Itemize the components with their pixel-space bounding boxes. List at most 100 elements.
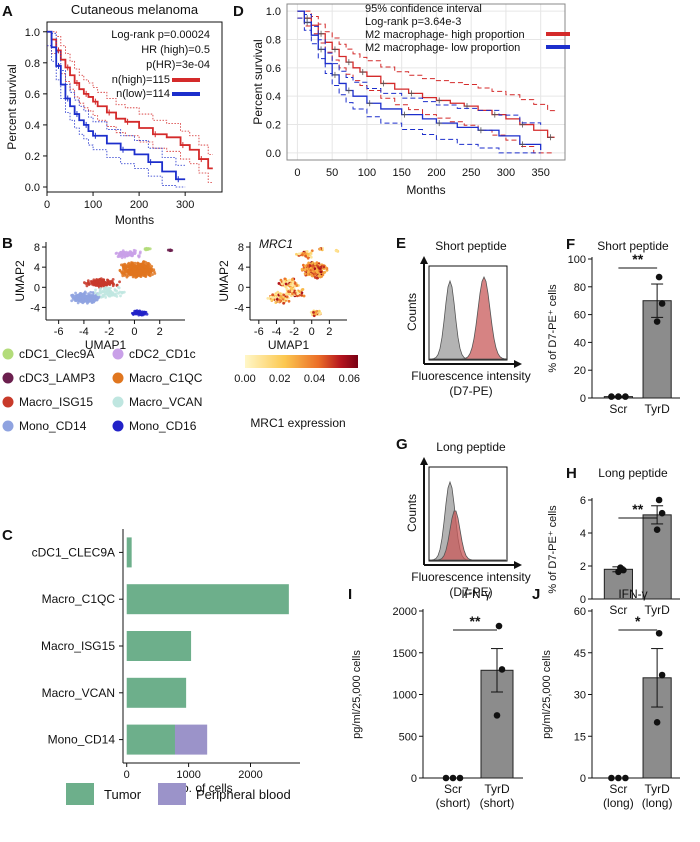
- km-d-legend-swatch: [546, 45, 570, 49]
- cluster-legend-label: Macro_ISG15: [19, 395, 93, 409]
- y-tick-label: 8: [34, 242, 40, 254]
- umap-mrc1-point: [303, 272, 307, 276]
- umap-mrc1-point: [293, 282, 297, 285]
- umap-mrc1-point: [315, 270, 319, 274]
- umap-point: [97, 293, 100, 297]
- data-point: [655, 496, 663, 504]
- umap-point: [85, 284, 89, 288]
- umap-point: [126, 262, 130, 266]
- significance-stars: **: [632, 501, 643, 517]
- umap-mrc1-point: [290, 278, 294, 281]
- umap-point: [84, 298, 88, 302]
- hist-x-arrow: [514, 561, 522, 569]
- umap-point: [81, 293, 85, 297]
- y-tick-label: 15: [574, 731, 586, 743]
- x-category-label: Scr: [444, 782, 462, 796]
- km-d-legend-swatch: [546, 32, 570, 36]
- km-d-legend-label: M2 macrophage- low proportion: [365, 42, 520, 54]
- cluster-legend-dot: [112, 420, 124, 432]
- umap-point: [123, 262, 127, 266]
- data-point: [495, 622, 503, 630]
- umap-point: [103, 290, 107, 294]
- y-tick-label: 0: [238, 282, 244, 294]
- y-tick-label: 2: [580, 561, 586, 573]
- umap-point: [122, 268, 125, 272]
- umap-mrc1-point: [313, 262, 317, 266]
- umap-point: [137, 271, 141, 275]
- y-tick-label: 60: [574, 606, 586, 618]
- panel-letter-c: C: [2, 527, 13, 544]
- y-axis-label: Percent survival: [251, 39, 265, 124]
- x-axis-label: No. of cells: [173, 781, 232, 795]
- hist-x-label: Fluorescence intensity: [411, 369, 530, 383]
- umap-point: [138, 251, 142, 255]
- cluster-legend-dot: [112, 396, 124, 408]
- umap-mrc1-point: [317, 309, 321, 313]
- y-tick-label: 0.8: [266, 34, 281, 46]
- cluster-legend-dot: [2, 420, 14, 432]
- umap-point: [117, 291, 120, 295]
- data-point: [498, 666, 506, 673]
- umap-point: [151, 273, 154, 276]
- umap-mrc1-point: [287, 299, 291, 303]
- panel-letter-b: B: [2, 235, 13, 252]
- cluster-legend-label: Mono_CD16: [129, 419, 197, 433]
- panel-letter-d: D: [233, 3, 244, 20]
- umap-mrc1-point: [304, 254, 308, 258]
- y-tick-label: 0.0: [266, 148, 281, 160]
- umap-point: [143, 274, 147, 278]
- umap-point: [114, 252, 118, 255]
- umap-point: [148, 274, 152, 278]
- km-d-legend-label: M2 macrophage- high proportion: [365, 29, 525, 41]
- x-category-label: (short): [436, 796, 471, 810]
- umap-point: [101, 294, 104, 298]
- km-a-title: Cutaneous melanoma: [71, 2, 199, 17]
- cluster-legend-dot: [112, 348, 124, 360]
- umap-point: [100, 282, 104, 285]
- x-tick-label: 0: [294, 167, 300, 179]
- hist-y-label: Counts: [405, 293, 419, 331]
- umap-mrc1-point: [311, 264, 314, 268]
- umap-point: [104, 283, 108, 286]
- hist-title: Long peptide: [436, 440, 506, 454]
- umap-point: [75, 299, 79, 302]
- y-tick-label: 4: [238, 262, 244, 274]
- umap-mrc1-point: [282, 280, 286, 284]
- km-a-legend-label: n(high)=115: [112, 74, 170, 86]
- y-tick-label: -4: [30, 302, 40, 314]
- umap-mrc1-point: [318, 247, 322, 251]
- bar-c-bar-tumor: [126, 724, 175, 755]
- umap-point: [84, 282, 88, 285]
- x-category-label: TyrD: [644, 603, 670, 617]
- umap-point: [84, 291, 87, 295]
- umap-mrc1-point: [303, 268, 307, 272]
- umap-point: [132, 263, 136, 267]
- km-d-ci-upper-0: [297, 10, 556, 112]
- umap-point: [87, 282, 91, 286]
- umap-point: [97, 278, 101, 282]
- umap-point: [136, 261, 140, 265]
- umap-point: [146, 261, 149, 265]
- umap-mrc1-point: [275, 297, 279, 301]
- umap-point: [132, 311, 136, 315]
- significance-stars: *: [635, 613, 641, 629]
- hist-y-label: Counts: [405, 494, 419, 532]
- bar-title: Short peptide: [597, 239, 669, 253]
- umap-mrc1-point: [314, 312, 318, 316]
- umap-point: [70, 299, 74, 303]
- umap-point: [74, 291, 77, 295]
- umap-mrc1-point: [295, 252, 298, 256]
- umap-point: [125, 275, 129, 279]
- umap-mrc1-point: [307, 261, 311, 265]
- significance-stars: **: [632, 251, 643, 267]
- umap-point: [118, 280, 121, 284]
- umap-point: [133, 261, 137, 265]
- x-tick-label: -4: [79, 326, 89, 338]
- data-point: [653, 318, 661, 325]
- x-category-label: TyrD: [484, 782, 510, 796]
- umap-point: [145, 312, 149, 316]
- umap-point: [143, 311, 147, 315]
- significance-stars: **: [470, 613, 481, 629]
- umap-mrc1-point: [301, 287, 305, 291]
- umap-mrc1-point: [266, 296, 270, 300]
